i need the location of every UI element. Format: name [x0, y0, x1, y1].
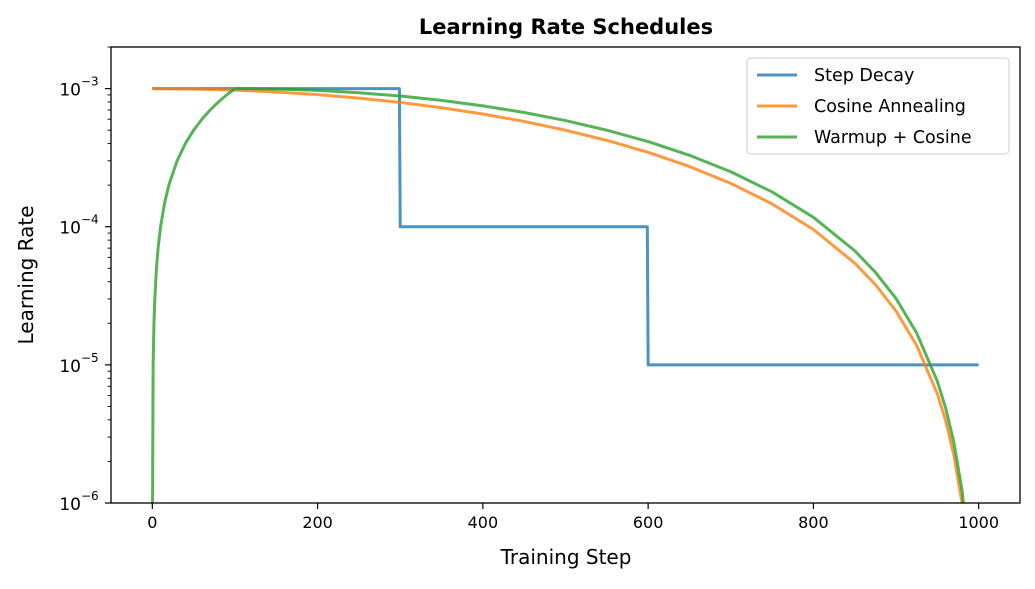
- y-tick-label: 10: [59, 219, 81, 239]
- legend: Step Decay Cosine Annealing Warmup + Cosin…: [746, 57, 1010, 155]
- x-tick-label: 600: [633, 513, 664, 532]
- x-tick-label: 1000: [958, 513, 999, 532]
- y-axis-label: Learning Rate: [14, 205, 38, 344]
- chart-title: Learning Rate Schedules: [419, 15, 713, 39]
- x-tick-label: 0: [147, 513, 157, 532]
- legend-label: Warmup + Cosine: [814, 128, 972, 148]
- y-tick-base: 10: [59, 495, 81, 515]
- series-line-cosine-annealing: [152, 87, 964, 503]
- y-tick-base: 10: [59, 357, 81, 377]
- x-tick-label: 200: [302, 513, 333, 532]
- x-axis-label: Training Step: [500, 545, 632, 569]
- legend-label: Cosine Annealing: [814, 97, 966, 117]
- legend-label: Step Decay: [814, 66, 914, 86]
- y-tick-exponent: −6: [81, 489, 99, 503]
- y-tick-label: 10: [59, 357, 81, 377]
- y-tick-exponent: −4: [81, 213, 99, 227]
- y-tick-exponent: −3: [81, 75, 99, 89]
- x-tick-label: 800: [798, 513, 829, 532]
- series-line-step-decay: [152, 87, 979, 367]
- y-tick-base: 10: [59, 219, 81, 239]
- plot-frame: [110, 46, 1021, 504]
- x-tick-label: 400: [468, 513, 499, 532]
- series-line-warmup-cosine: [151, 87, 965, 503]
- y-tick-label: 10: [59, 81, 81, 101]
- y-tick-base: 10: [59, 81, 81, 101]
- y-tick-exponent: −5: [81, 351, 99, 365]
- y-tick-label: 10: [59, 495, 81, 515]
- legend-box: [746, 57, 1010, 155]
